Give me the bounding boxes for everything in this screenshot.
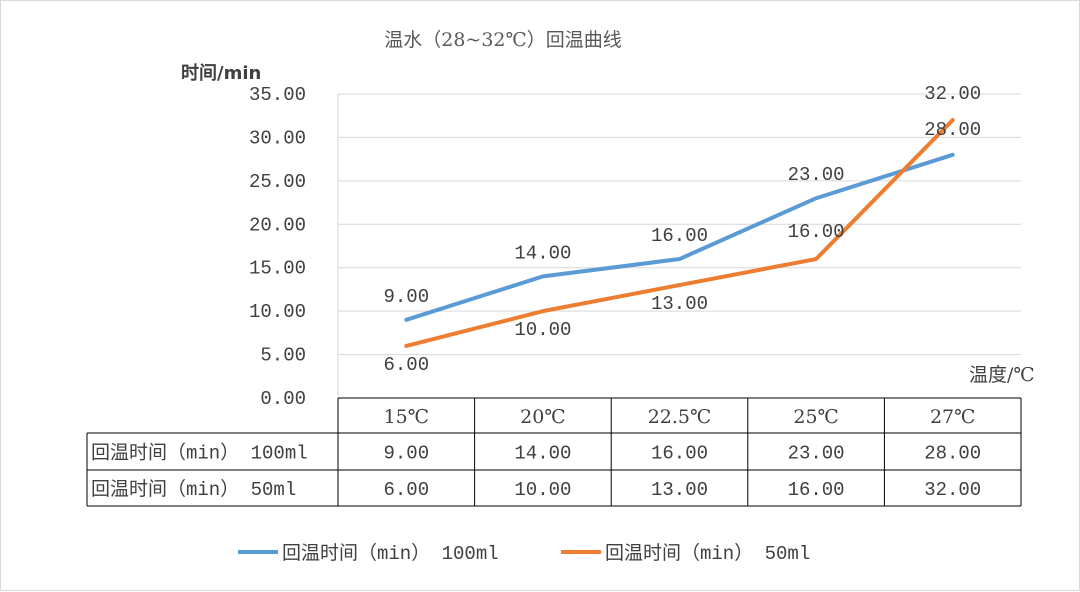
table-cell-value: 28.00 [924, 443, 981, 465]
y-tick-label: 25.00 [249, 171, 306, 193]
data-label: 10.00 [514, 319, 571, 341]
legend-label: 回温时间（min） 50ml [605, 542, 810, 565]
table-cell-value: 32.00 [924, 479, 981, 501]
x-category-label: 25℃ [793, 406, 838, 428]
data-label: 28.00 [924, 119, 981, 141]
table-cell-value: 13.00 [651, 479, 708, 501]
x-category-label: 27℃ [930, 406, 975, 428]
table-cell-value: 9.00 [383, 443, 429, 465]
data-labels: 9.00 14.00 16.00 23.00 28.00 6.00 10.00 13.00 16… [383, 83, 981, 376]
data-label: 16.00 [651, 225, 708, 247]
data-label: 23.00 [788, 164, 845, 186]
data-label: 13.00 [651, 293, 708, 315]
x-category-label: 15℃ [384, 406, 429, 428]
chart-title: 温水（28~32℃）回温曲线 [384, 29, 622, 51]
series-line-2 [404, 118, 955, 348]
y-tick-labels: 0.00 5.00 10.00 15.00 20.00 25.00 30.00 35.00 [249, 84, 306, 410]
legend-label: 回温时间（min） 100ml [282, 542, 499, 565]
legend: 回温时间（min） 100ml 回温时间（min） 50ml [238, 542, 810, 565]
y-tick-label: 35.00 [249, 84, 306, 106]
x-category-label: 20℃ [520, 406, 565, 428]
data-label: 16.00 [788, 221, 845, 243]
table-cell-value: 16.00 [788, 479, 845, 501]
table-cell-value: 14.00 [514, 443, 571, 465]
table-series-name: 回温时间（min） 100ml [91, 442, 308, 465]
table-cell-value: 10.00 [514, 479, 571, 501]
data-label: 32.00 [924, 83, 981, 105]
data-label: 9.00 [383, 286, 429, 308]
table-cell-value: 6.00 [383, 479, 429, 501]
y-tick-label: 0.00 [260, 388, 306, 410]
y-tick-label: 5.00 [260, 345, 306, 367]
data-label: 14.00 [514, 242, 571, 264]
series-line-1 [404, 152, 955, 322]
table-cell-value: 16.00 [651, 443, 708, 465]
y-tick-label: 10.00 [249, 301, 306, 323]
table-series-name: 回温时间（min） 50ml [91, 478, 296, 501]
gridlines [337, 93, 1021, 398]
table-cell-value: 23.00 [788, 443, 845, 465]
y-axis-label: 时间/min [181, 63, 261, 84]
y-tick-label: 30.00 [249, 127, 306, 149]
y-tick-label: 15.00 [249, 258, 306, 280]
x-category-label: 22.5℃ [648, 406, 712, 428]
x-axis-label: 温度/℃ [969, 364, 1035, 386]
y-tick-label: 20.00 [249, 214, 306, 236]
series-lines [404, 118, 955, 348]
data-label: 6.00 [383, 354, 429, 376]
data-table: 15℃ 20℃ 22.5℃ 25℃ 27℃ 回温时间（min） 100ml 9.00 14.0… [86, 397, 1022, 507]
